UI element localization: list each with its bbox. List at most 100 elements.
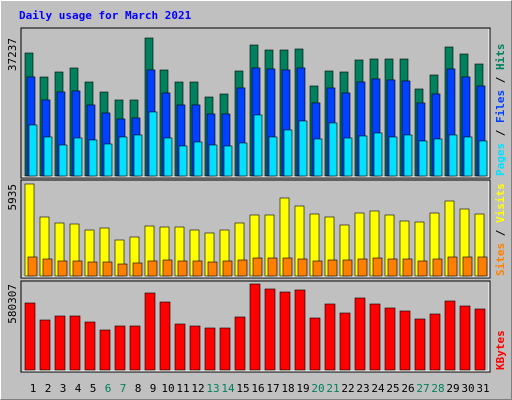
- x-tick-label: 13: [206, 382, 219, 395]
- bar: [253, 114, 263, 177]
- bar: [223, 145, 233, 177]
- x-tick-label: 27: [416, 382, 429, 395]
- bar: [339, 312, 351, 371]
- bar: [189, 325, 201, 371]
- bar: [162, 259, 173, 277]
- legend: Pages / Files / Hits: [494, 44, 507, 177]
- x-tick-label: 16: [251, 382, 264, 395]
- bar: [328, 122, 338, 177]
- x-tick-label: 21: [326, 382, 339, 395]
- x-tick-label: 5: [90, 382, 97, 395]
- legend-entry: KBytes: [494, 330, 507, 370]
- bar: [88, 139, 98, 177]
- bar: [388, 136, 398, 177]
- bar: [342, 259, 353, 277]
- bar: [27, 256, 38, 277]
- legend-entry: Sites: [494, 243, 507, 276]
- bar: [448, 134, 458, 177]
- x-tick-label: 8: [135, 382, 142, 395]
- bar: [477, 256, 488, 277]
- x-tick-label: 25: [386, 382, 399, 395]
- bar: [372, 257, 383, 277]
- bar: [358, 135, 368, 177]
- bar: [28, 124, 38, 177]
- bar: [474, 308, 486, 371]
- bar: [414, 318, 426, 371]
- bar: [103, 143, 113, 177]
- bar: [87, 261, 98, 277]
- bar: [369, 303, 381, 371]
- bar: [144, 292, 156, 371]
- bar: [72, 260, 83, 277]
- legend-entry: Pages: [494, 143, 507, 176]
- y-max-label: 580307: [6, 284, 19, 324]
- x-tick-label: 1: [30, 382, 37, 395]
- x-tick-label: 2: [45, 382, 52, 395]
- x-tick-label: 18: [281, 382, 294, 395]
- x-tick-label: 4: [75, 382, 82, 395]
- bar: [219, 327, 231, 371]
- bar: [222, 260, 233, 277]
- x-tick-label: 10: [161, 382, 174, 395]
- bar: [39, 319, 51, 371]
- bar: [444, 300, 456, 371]
- bar: [193, 141, 203, 177]
- legend: Sites / Visits: [494, 183, 507, 276]
- legend-separator: /: [494, 223, 507, 243]
- bar: [417, 260, 428, 277]
- y-max-label: 37237: [6, 38, 19, 71]
- bar: [267, 257, 278, 277]
- bar: [429, 313, 441, 371]
- bar: [282, 257, 293, 277]
- bar: [73, 137, 83, 177]
- bar: [384, 307, 396, 371]
- bar: [459, 305, 471, 371]
- bar: [312, 260, 323, 277]
- x-tick-label: 9: [150, 382, 157, 395]
- legend: KBytes: [494, 330, 507, 370]
- bar: [84, 321, 96, 371]
- legend-separator: /: [494, 70, 507, 90]
- bar: [313, 138, 323, 177]
- legend-entry: Visits: [494, 183, 507, 223]
- x-tick-label: 22: [341, 382, 354, 395]
- bar: [129, 325, 141, 371]
- x-tick-label: 14: [221, 382, 235, 395]
- bar: [297, 258, 308, 277]
- bar: [399, 310, 411, 371]
- bar: [238, 142, 248, 177]
- bar: [237, 259, 248, 277]
- bar: [208, 144, 218, 177]
- x-tick-label: 28: [431, 382, 444, 395]
- x-tick-label: 29: [446, 382, 459, 395]
- bar: [357, 258, 368, 277]
- bar: [447, 256, 458, 277]
- bar: [207, 261, 218, 277]
- bar: [432, 258, 443, 277]
- x-tick-label: 26: [401, 382, 414, 395]
- bar: [463, 136, 473, 177]
- bar: [69, 315, 81, 371]
- bar: [192, 260, 203, 277]
- x-tick-label: 24: [371, 382, 385, 395]
- x-tick-label: 20: [311, 382, 324, 395]
- bar: [24, 302, 36, 371]
- plot-bevel: [22, 181, 490, 278]
- x-tick-label: 7: [120, 382, 127, 395]
- x-tick-label: 31: [476, 382, 489, 395]
- bar: [343, 137, 353, 177]
- bar: [159, 301, 171, 371]
- bar: [403, 134, 413, 177]
- bar: [283, 129, 293, 177]
- bar: [117, 263, 128, 277]
- bar: [402, 258, 413, 277]
- y-max-label: 5935: [6, 184, 19, 211]
- bar: [204, 327, 216, 371]
- bar: [249, 283, 261, 371]
- x-tick-label: 23: [356, 382, 369, 395]
- legend-entry: Files: [494, 90, 507, 123]
- plot-bevel: [22, 29, 490, 178]
- plot-bevel: [22, 282, 490, 372]
- bar: [387, 258, 398, 277]
